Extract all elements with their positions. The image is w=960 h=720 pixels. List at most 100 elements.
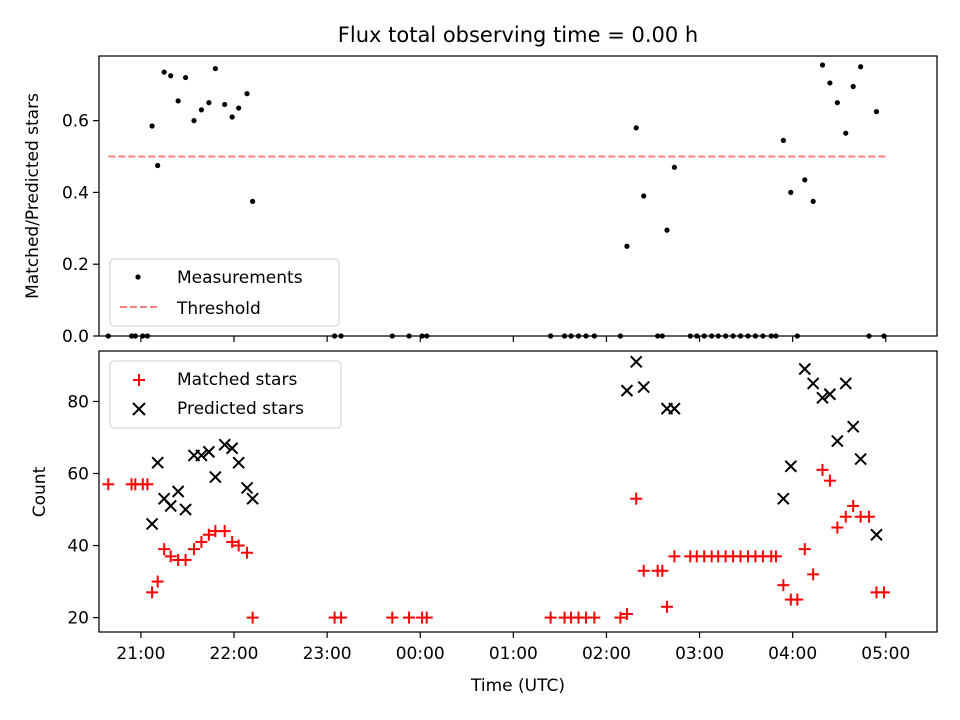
matched-point [777,579,790,592]
predicted-point [784,460,798,473]
matched-point [218,525,231,538]
predicted-point [854,452,867,466]
bottom-y-tick-label: 60 [67,464,89,484]
measurement-point [843,130,849,136]
predicted-point [179,503,192,516]
measurement-point [168,73,174,79]
matched-point [164,550,177,563]
matched-point [202,528,215,541]
top-y-tick-label: 0.0 [62,327,89,347]
measurement-point [198,107,205,113]
legend-measurements-marker [135,274,141,280]
x-tick-label: 21:00 [116,644,165,664]
matched-point [146,586,159,599]
matched-point [420,611,433,624]
matched-point [637,564,650,577]
matched-point [807,568,820,581]
top-y-tick-label: 0.2 [62,255,89,275]
matched-point [187,543,200,556]
predicted-point [164,499,177,513]
x-tick-label: 23:00 [303,644,352,664]
matched-point [102,478,115,491]
chart-title: Flux total observing time = 0.00 h [338,23,698,47]
bottom-plot-frame [98,350,938,633]
x-tick-label: 00:00 [396,644,445,664]
predicted-point [145,517,159,531]
measurement-point [873,109,880,115]
measurement-point [250,198,256,204]
matched-point [630,492,643,505]
predicted-point [240,481,254,495]
predicted-points-layer [145,355,883,541]
matched-point [226,535,239,548]
measurement-point [802,177,808,183]
predicted-point [218,438,231,451]
matched-point [620,607,633,620]
predicted-point [620,384,634,397]
bottom-y-tick-label: 20 [67,609,89,629]
matched-point [863,510,876,523]
measurement-point [780,137,786,143]
top-y-tick-label: 0.6 [62,112,89,132]
bottom-x-ticks: 21:00 22:00 23:00 00:00 01:00 02:00 03:00 04:00… [116,632,910,664]
measurement-point [155,162,161,169]
matched-point [158,543,171,556]
x-tick-label: 02:00 [582,644,631,664]
predicted-point [202,445,216,459]
measurement-point [641,193,647,199]
matched-point [668,550,681,563]
predicted-point [225,442,239,455]
predicted-point [798,362,811,376]
legend-matched-marker [133,374,145,386]
measurement-point [827,80,833,86]
matched-point [660,600,673,613]
x-axis-label: Time (UTC) [470,676,565,696]
predicted-point [209,470,222,484]
matched-point [246,611,259,624]
top-plot-frame [98,55,938,337]
matched-point [241,546,254,559]
measurement-point [206,100,212,106]
x-tick-label: 22:00 [210,644,259,664]
matched-points-layer [102,463,890,624]
predicted-point [806,377,820,390]
matched-point [614,611,627,624]
x-tick-label: 03:00 [675,644,724,664]
bottom-legend-box [109,360,342,429]
predicted-point [870,528,883,541]
legend-threshold-label: Threshold [176,299,261,319]
predicted-point [831,434,844,448]
bottom-legend: Matched stars Predicted stars [109,360,342,429]
measurement-point [671,164,678,170]
predicted-point [151,456,164,469]
measurement-point [191,118,197,124]
matched-point [141,478,154,491]
matched-point [403,611,416,624]
matched-point [877,586,890,599]
predicted-point [839,377,852,390]
measurement-point [624,243,630,249]
predicted-point [846,420,860,433]
matched-point [335,611,348,624]
measurement-point [810,198,816,204]
measurement-point [850,83,856,90]
predicted-point [668,402,681,415]
measurement-point [788,189,794,196]
bottom-y-axis-label: Count [30,466,50,517]
measurement-point [244,91,250,97]
matched-point [386,611,399,624]
bottom-y-tick-label: 40 [67,537,89,557]
predicted-point [232,456,245,469]
measurement-points-layer [105,62,887,339]
predicted-point [195,449,208,462]
matched-point [798,543,811,556]
matched-point [151,575,164,588]
measurement-point [175,98,181,104]
legend-measurements-label: Measurements [177,268,303,288]
predicted-point [777,492,790,505]
top-y-axis-label: Matched/Predicted stars [23,93,43,299]
top-legend: Measurements Threshold [109,258,340,327]
matched-point [232,539,245,552]
matched-point [847,499,860,512]
predicted-point [171,485,185,498]
